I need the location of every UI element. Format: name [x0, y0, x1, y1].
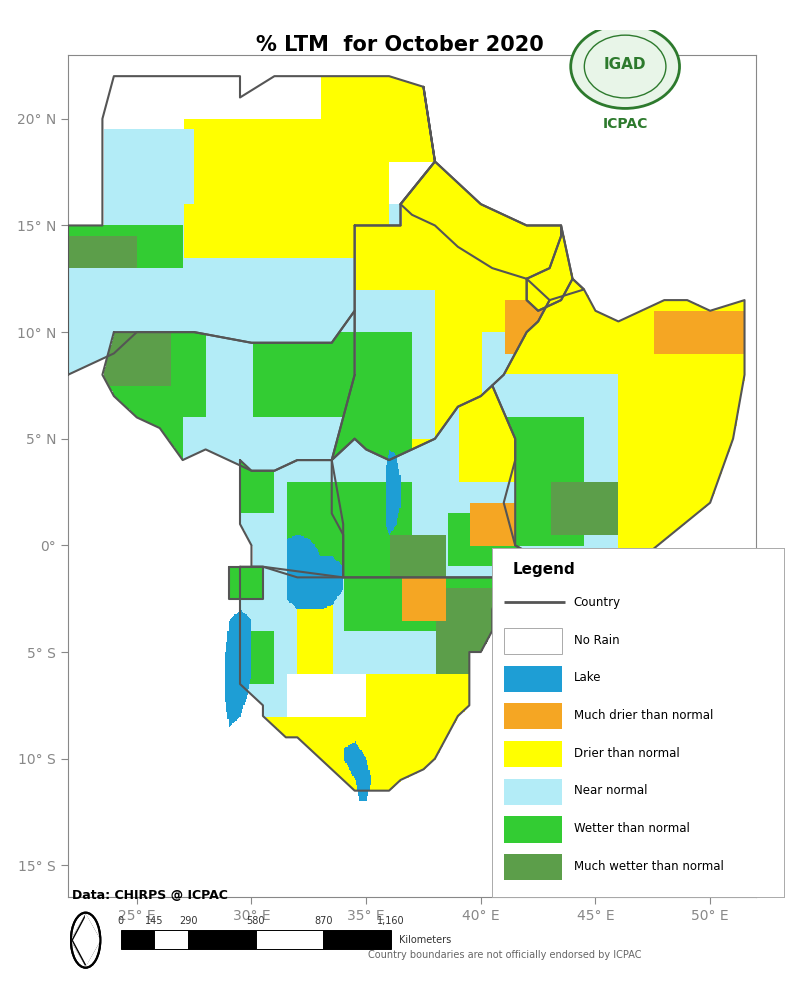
Text: 0: 0	[118, 915, 124, 925]
FancyBboxPatch shape	[504, 854, 562, 880]
Text: 290: 290	[179, 915, 198, 925]
FancyBboxPatch shape	[504, 628, 562, 654]
Text: 145: 145	[146, 915, 164, 925]
FancyBboxPatch shape	[504, 817, 562, 842]
Text: Kilometers: Kilometers	[399, 935, 451, 945]
Text: 1,160: 1,160	[378, 915, 405, 925]
FancyBboxPatch shape	[504, 666, 562, 692]
Text: Legend: Legend	[513, 562, 575, 577]
Text: Wetter than normal: Wetter than normal	[574, 823, 690, 835]
Polygon shape	[72, 940, 86, 965]
Text: IGAD: IGAD	[604, 57, 646, 72]
Text: 580: 580	[246, 915, 265, 925]
Text: Country boundaries are not officially endorsed by ICPAC: Country boundaries are not officially en…	[368, 950, 642, 960]
FancyBboxPatch shape	[504, 779, 562, 805]
Polygon shape	[71, 915, 100, 965]
Text: ICPAC: ICPAC	[602, 117, 648, 132]
Text: Data: CHIRPS @ ICPAC: Data: CHIRPS @ ICPAC	[72, 889, 228, 902]
Polygon shape	[72, 915, 86, 940]
Bar	[188, 930, 256, 949]
Polygon shape	[71, 915, 100, 965]
Ellipse shape	[71, 912, 100, 968]
Text: Near normal: Near normal	[574, 785, 647, 798]
Bar	[121, 930, 154, 949]
Text: Drier than normal: Drier than normal	[574, 747, 679, 760]
Text: Country: Country	[574, 596, 621, 609]
Text: Much wetter than normal: Much wetter than normal	[574, 859, 724, 872]
Text: Much drier than normal: Much drier than normal	[574, 709, 713, 722]
Text: Lake: Lake	[574, 671, 602, 684]
FancyBboxPatch shape	[504, 741, 562, 767]
Bar	[154, 930, 188, 949]
Text: 870: 870	[314, 915, 333, 925]
FancyBboxPatch shape	[504, 703, 562, 730]
Polygon shape	[86, 915, 99, 965]
Text: % LTM  for October 2020: % LTM for October 2020	[256, 35, 544, 55]
Text: No Rain: No Rain	[574, 634, 619, 647]
Bar	[323, 930, 391, 949]
Bar	[256, 930, 323, 949]
Circle shape	[570, 25, 679, 109]
